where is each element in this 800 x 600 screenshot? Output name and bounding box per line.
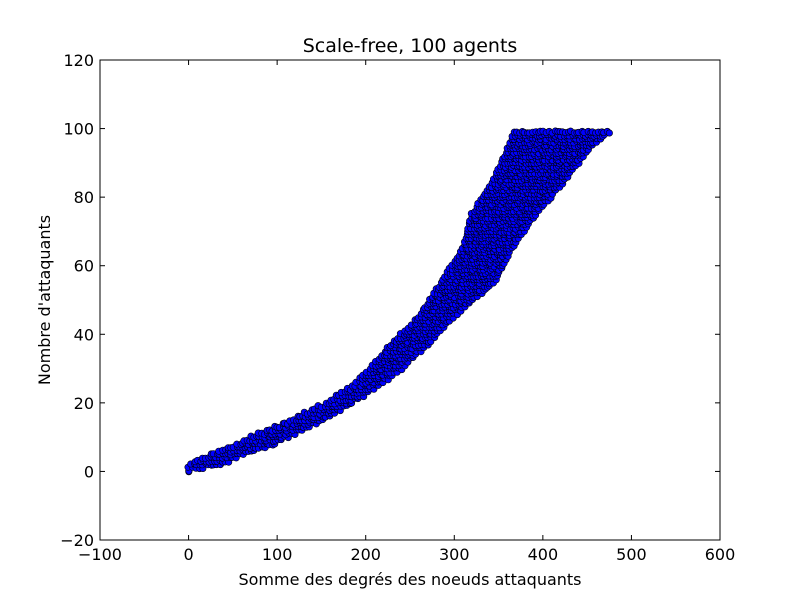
y-tick-label: 100 <box>63 120 94 139</box>
x-axis-label: Somme des degrés des noeuds attaquants <box>238 570 581 589</box>
y-tick-label: 120 <box>63 51 94 70</box>
x-tick-label: 300 <box>439 545 470 564</box>
x-tick-label: 100 <box>262 545 293 564</box>
axis-ticks: −100 0 100 200 300 400 500 600 −20 0 20 40 60 80 100 12… <box>60 51 735 564</box>
y-tick-label: 60 <box>74 257 94 276</box>
y-tick-label: 80 <box>74 188 94 207</box>
scatter-point <box>605 129 613 137</box>
y-tick-label: 40 <box>74 325 94 344</box>
x-tick-label: 200 <box>350 545 381 564</box>
x-tick-label: −100 <box>78 545 122 564</box>
plot-frame <box>99 59 721 541</box>
y-tick-label: 20 <box>74 394 94 413</box>
chart-title: Scale-free, 100 agents <box>303 35 518 57</box>
y-tick-label: −20 <box>60 531 94 550</box>
x-tick-label: 600 <box>705 545 736 564</box>
x-tick-label: 400 <box>528 545 559 564</box>
y-tick-label: 0 <box>84 462 94 481</box>
y-axis-label: Nombre d'attaquants <box>35 215 54 385</box>
x-tick-label: 0 <box>183 545 193 564</box>
scatter-points <box>184 127 613 476</box>
x-tick-label: 500 <box>616 545 647 564</box>
